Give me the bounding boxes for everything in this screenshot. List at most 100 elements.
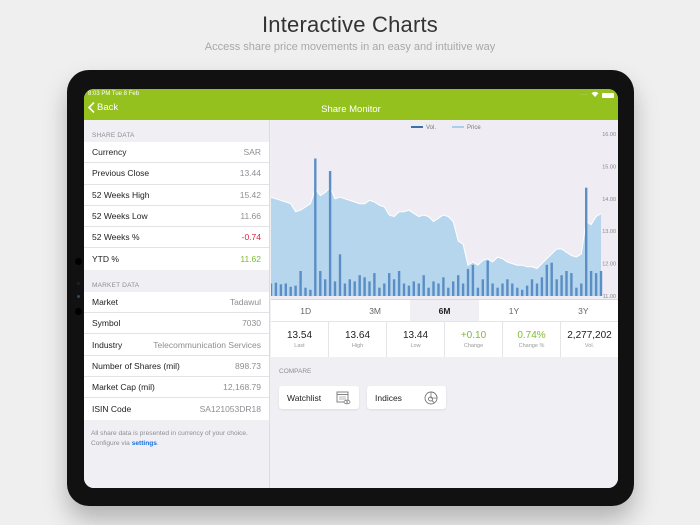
y-axis-tick: 11.00: [603, 294, 616, 299]
market-row-market: Market Tadawul: [84, 292, 269, 314]
wifi-icon: [591, 91, 599, 99]
stat-value: +0.10: [460, 330, 487, 341]
navigation-bar: 8:03 PM Tue 8 Feb ···· Back Share Monito…: [84, 89, 618, 120]
row-value: 12,168.79: [223, 382, 261, 393]
row-value: SAR: [243, 147, 261, 158]
share-data-list: Currency SAR Previous Close 13.44 52 Weeks…: [84, 142, 269, 270]
market-row-industry: Industry Telecommunication Services: [84, 334, 269, 356]
row-value: 898.73: [235, 360, 261, 371]
currency-footnote: All share data is presented in currency …: [84, 420, 269, 449]
watchlist-button[interactable]: Watchlist: [279, 386, 359, 409]
stat-change: +0.10 Change: [445, 322, 503, 357]
back-button[interactable]: Back: [88, 102, 118, 113]
tab-1y[interactable]: 1Y: [508, 305, 520, 316]
watchlist-label: Watchlist: [287, 392, 322, 403]
legend-vol-label: Vol.: [426, 125, 437, 131]
legend-vol: Vol.: [411, 125, 436, 131]
price-swatch-icon: [452, 126, 465, 129]
stat-label: Last: [294, 343, 305, 349]
row-value: 7030: [242, 318, 261, 329]
indices-button[interactable]: Indices: [367, 386, 446, 409]
legend-price: Price: [452, 125, 481, 131]
hero-title: Interactive Charts: [261, 12, 438, 37]
footnote-end: .: [156, 439, 159, 447]
stat-last: 13.54 Last: [271, 322, 329, 357]
hero-subtitle: Access share price movements in an easy …: [204, 41, 496, 53]
tab-3m[interactable]: 3M: [369, 305, 382, 316]
y-axis-tick: 15.00: [602, 164, 616, 170]
y-axis-tick: 13.00: [602, 229, 616, 235]
chart-canvas: 16.00 15.00 14.00 13.00 12.00 11.00: [269, 132, 616, 300]
chart-legend: Vol. Price: [411, 125, 481, 131]
row-value: Tadawul: [229, 296, 261, 307]
sensor-dot: [77, 295, 80, 298]
row-value: 15.42: [239, 189, 261, 200]
y-axis-tick: 12.00: [602, 262, 616, 268]
row-label: Symbol: [92, 318, 121, 329]
chart-panel: 16.00 15.00 14.00 13.00 12.00 11.00 Vol. Pric…: [269, 120, 618, 488]
indices-label: Indices: [375, 392, 402, 403]
stat-label: Change %: [518, 343, 545, 349]
tab-3y[interactable]: 3Y: [578, 305, 589, 316]
row-label: Market: [92, 296, 118, 307]
market-data-header: MARKET DATA: [92, 281, 140, 289]
status-time: 8:03 PM Tue 8 Feb: [88, 91, 140, 97]
row-value: SA121053DR18: [199, 403, 261, 414]
stat-high: 13.64 High: [329, 322, 387, 357]
settings-link[interactable]: settings: [131, 439, 157, 447]
market-row-isin: ISIN Code SA121053DR18: [84, 398, 269, 419]
sensor-dot: [77, 282, 80, 285]
y-axis-tick: 14.00: [602, 197, 616, 203]
price-volume-chart[interactable]: 16.00 15.00 14.00 13.00 12.00 11.00 Vol. Pric…: [269, 120, 618, 300]
market-data-list: Market Tadawul Symbol 7030 Industry Telecom…: [84, 291, 269, 420]
row-label: Currency: [92, 147, 127, 158]
share-row-52w-high: 52 Weeks High 15.42: [84, 185, 269, 206]
stat-volume: 2,277,202 Vol.: [561, 322, 618, 357]
share-details-panel: SHARE DATA Currency SAR Previous Close 13.…: [84, 120, 270, 488]
stat-value: 0.74%: [517, 330, 546, 341]
price-stats: 13.54 Last 13.64 High 13.44 Low +0.10 Change…: [271, 321, 618, 357]
row-label: Market Cap (mil): [92, 382, 155, 393]
stat-label: High: [351, 343, 364, 349]
row-label: 52 Weeks High: [92, 189, 150, 200]
tab-6m[interactable]: 6M: [409, 300, 480, 321]
camera-dot: [75, 258, 82, 265]
share-row-52w-low: 52 Weeks Low 11.66: [84, 206, 269, 228]
row-value: 11.66: [240, 211, 261, 222]
app-screen: 8:03 PM Tue 8 Feb ···· Back Share Monito…: [84, 89, 618, 488]
share-row-currency: Currency SAR: [84, 142, 269, 164]
row-label: YTD %: [92, 254, 119, 265]
y-axis-tick: 16.00: [602, 132, 616, 138]
stat-change-percent: 0.74% Change %: [503, 322, 561, 357]
stat-label: Vol.: [584, 343, 595, 349]
row-label: Industry: [92, 339, 123, 350]
camera-dot: [75, 308, 82, 315]
stat-label: Low: [410, 343, 421, 349]
stat-value: 2,277,202: [567, 330, 612, 341]
row-label: ISIN Code: [92, 403, 132, 414]
vol-swatch-icon: [411, 126, 423, 129]
indices-icon: [424, 391, 438, 404]
market-row-shares: Number of Shares (mil) 898.73: [84, 356, 269, 377]
market-row-symbol: Symbol 7030: [84, 313, 269, 335]
share-row-previous-close: Previous Close 13.44: [84, 163, 269, 185]
stat-low: 13.44 Low: [387, 322, 445, 357]
stat-label: Change: [463, 343, 484, 349]
footnote-text: All share data is presented in currency …: [91, 429, 248, 447]
row-value: Telecommunication Services: [153, 339, 261, 350]
stat-value: 13.54: [286, 330, 313, 341]
row-label: 52 Weeks %: [92, 232, 140, 243]
stat-value: 13.64: [344, 330, 371, 341]
share-row-52w-percent: 52 Weeks % -0.74: [84, 227, 269, 249]
row-label: Number of Shares (mil): [92, 360, 180, 371]
status-icons: ····: [580, 91, 614, 99]
row-value: -0.74: [241, 232, 261, 243]
market-row-market-cap: Market Cap (mil) 12,168.79: [84, 377, 269, 399]
share-row-ytd: YTD % 11.62: [84, 248, 269, 269]
back-label: Back: [97, 102, 119, 113]
watchlist-icon: [336, 391, 351, 404]
tab-1d[interactable]: 1D: [300, 305, 312, 316]
battery-icon: [602, 92, 614, 98]
legend-price-label: Price: [467, 125, 481, 131]
row-value: 11.62: [240, 254, 261, 265]
